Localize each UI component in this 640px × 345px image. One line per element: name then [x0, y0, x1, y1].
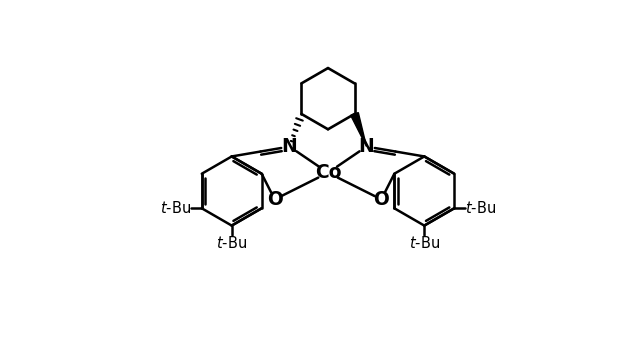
Text: $t$-Bu: $t$-Bu: [465, 200, 496, 216]
Text: N: N: [282, 137, 298, 156]
Polygon shape: [351, 112, 367, 147]
Text: $t$-Bu: $t$-Bu: [216, 235, 247, 252]
Text: N: N: [358, 137, 374, 156]
Text: $t$-Bu: $t$-Bu: [409, 235, 440, 252]
Text: O: O: [373, 190, 389, 209]
Text: Co: Co: [315, 163, 341, 182]
Text: $t$-Bu: $t$-Bu: [160, 200, 191, 216]
Text: O: O: [267, 190, 283, 209]
